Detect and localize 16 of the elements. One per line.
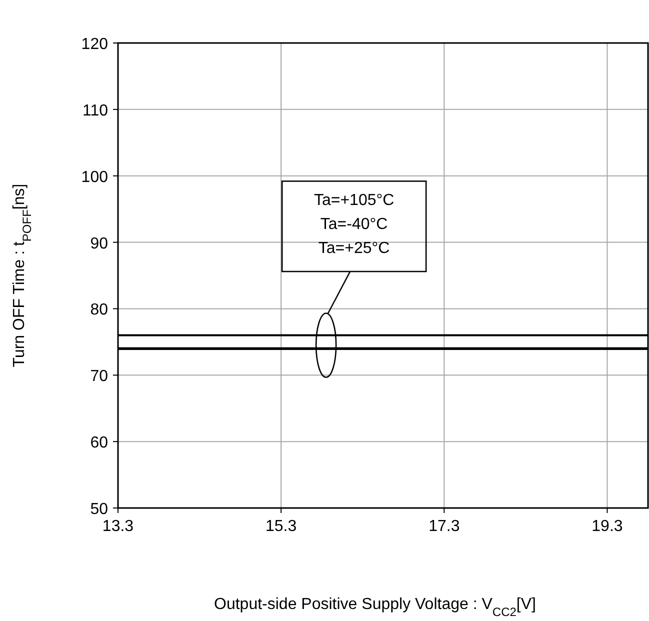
y-tick-label: 70 <box>90 368 108 386</box>
y-tick-label: 110 <box>82 102 108 120</box>
y-tick-label: 90 <box>90 235 108 252</box>
y-tick-label: 80 <box>90 302 108 319</box>
x-tick-label: 13.3 <box>102 518 134 535</box>
x-axis-title: Output-side Positive Supply Voltage : V$_{CC2}$[V] <box>214 596 536 619</box>
annotation: Ta=-40°C <box>320 216 388 234</box>
x-tick-label: 17.3 <box>428 518 460 535</box>
y-tick-label: 100 <box>81 168 108 186</box>
x-tick-label: 15.3 <box>266 518 297 535</box>
y-tick-label: 50 <box>90 501 108 518</box>
y-tick-label: 60 <box>90 434 108 452</box>
annotation: Ta=+105°C <box>314 192 394 210</box>
annotation: Ta=+25°C <box>318 240 390 258</box>
x-tick-label: 19.3 <box>592 518 623 535</box>
y-tick-label: 120 <box>81 36 108 53</box>
